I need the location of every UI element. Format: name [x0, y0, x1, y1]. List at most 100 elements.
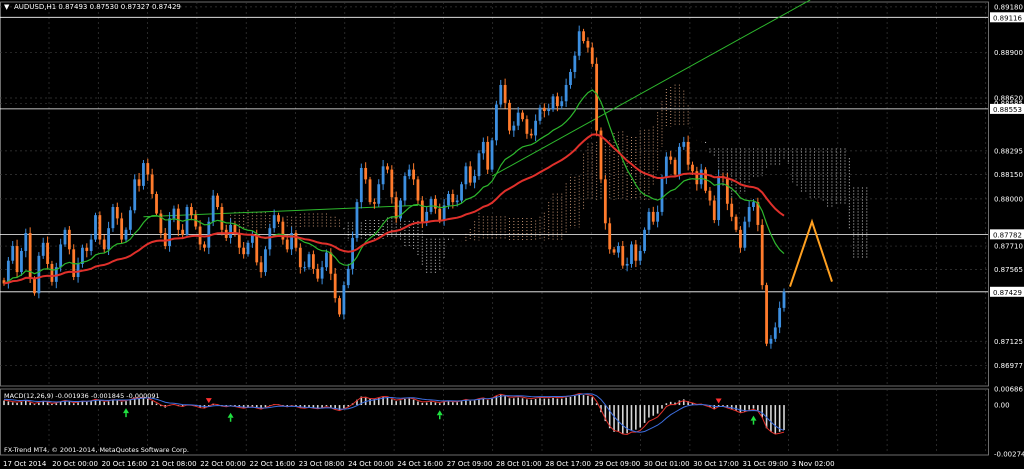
- candle-body: [264, 249, 267, 273]
- candle-body: [477, 153, 481, 177]
- candle-body: [316, 268, 320, 279]
- candle-body: [329, 252, 333, 274]
- candle-body: [464, 166, 468, 185]
- candle-body: [124, 229, 128, 240]
- candle-body: [372, 202, 376, 204]
- price-tag-box: [990, 286, 1024, 297]
- forecast-zigzag: [789, 218, 833, 287]
- candle-body: [41, 242, 45, 256]
- candle-body: [673, 159, 677, 175]
- candle-body: [107, 228, 110, 250]
- time-tick-label: 3 Nov 02:00: [792, 460, 835, 468]
- candle-body: [447, 194, 450, 206]
- candle-body: [54, 267, 58, 282]
- candle-body: [708, 190, 712, 201]
- price-tag-box: [990, 229, 1024, 240]
- candle-body: [229, 224, 232, 238]
- candle-body: [46, 242, 49, 264]
- price-tick-label: 0.87125: [994, 338, 1023, 346]
- candle-body: [237, 233, 241, 248]
- candle-body: [81, 247, 84, 264]
- candle-body: [386, 166, 389, 170]
- candle-body: [656, 211, 660, 222]
- candle-body: [521, 112, 524, 120]
- candle-body: [625, 263, 629, 266]
- candle-body: [691, 164, 694, 172]
- time-tick-label: 20 Oct 16:00: [102, 460, 148, 468]
- macd-signal-line: [3, 393, 785, 433]
- candle-body: [325, 252, 328, 268]
- candle-body: [669, 156, 673, 160]
- time-tick-label: 21 Oct 08:00: [151, 460, 197, 468]
- macd-frame: [0, 388, 989, 456]
- candle-body: [368, 179, 372, 203]
- candle-body: [128, 210, 132, 230]
- time-tick-label: 20 Oct 00:00: [52, 460, 98, 468]
- candle-body: [455, 200, 459, 203]
- candle-body: [525, 119, 529, 134]
- candle-body: [782, 291, 786, 308]
- collapse-arrow-icon[interactable]: ▼: [4, 3, 10, 11]
- candle-body: [529, 133, 533, 136]
- candle-body: [743, 221, 747, 248]
- candle-body: [556, 96, 559, 107]
- candle-body: [586, 41, 590, 48]
- time-tick-label: 28 Oct 01:00: [496, 460, 542, 468]
- candle-body: [33, 278, 36, 294]
- candle-body: [564, 84, 568, 102]
- candle-body: [442, 205, 446, 221]
- candle-body: [747, 207, 751, 222]
- candles: [2, 25, 786, 349]
- candle-body: [778, 307, 782, 328]
- price-tag-box: [990, 12, 1024, 23]
- candle-body: [651, 211, 655, 222]
- candle-body: [634, 244, 638, 261]
- price-tick-label: 0.88000: [994, 195, 1023, 203]
- candle-body: [547, 109, 551, 112]
- candle-body: [617, 246, 620, 253]
- candle-body: [359, 167, 363, 203]
- candle-body: [242, 247, 246, 255]
- trend-line: [491, 0, 811, 177]
- candle-body: [460, 184, 463, 201]
- candle-body: [333, 273, 337, 299]
- arrow-down-icon: [205, 398, 212, 404]
- candle-body: [207, 221, 211, 248]
- candle-body: [172, 208, 176, 219]
- candle-body: [712, 200, 716, 221]
- macd-tick-label: 0.00: [994, 402, 1010, 410]
- candle-body: [364, 167, 368, 180]
- candle-body: [481, 141, 485, 154]
- candle-body: [599, 130, 603, 180]
- candle-body: [542, 107, 546, 112]
- candle-body: [211, 195, 215, 222]
- candle-body: [516, 112, 520, 126]
- candle-body: [590, 47, 594, 64]
- candle-body: [85, 247, 89, 251]
- candle-body: [102, 239, 106, 250]
- candle-body: [468, 166, 472, 183]
- candle-body: [346, 268, 350, 286]
- candle-body: [438, 208, 442, 221]
- candle-body: [233, 224, 237, 234]
- candle-body: [551, 96, 555, 110]
- horizontal-lines: [0, 16, 988, 293]
- forecast-line: [789, 218, 833, 287]
- candle-body: [155, 194, 158, 214]
- price-tick-label: 0.88620: [994, 95, 1023, 103]
- candle-body: [499, 84, 503, 105]
- time-tick-label: 17 Oct 2014: [3, 460, 47, 468]
- time-tick-label: 30 Oct 17:00: [693, 460, 739, 468]
- macd-tick-label: 0.00686: [994, 385, 1023, 393]
- candle-body: [15, 246, 19, 273]
- candle-body: [185, 207, 189, 235]
- candle-body: [133, 179, 137, 211]
- macd-tick-label: -0.002747: [994, 451, 1024, 459]
- candle-body: [412, 169, 416, 180]
- candle-body: [612, 249, 616, 253]
- main-grid: [0, 1, 989, 387]
- candle-body: [686, 141, 690, 165]
- candle-body: [433, 198, 437, 209]
- candle-body: [638, 250, 642, 261]
